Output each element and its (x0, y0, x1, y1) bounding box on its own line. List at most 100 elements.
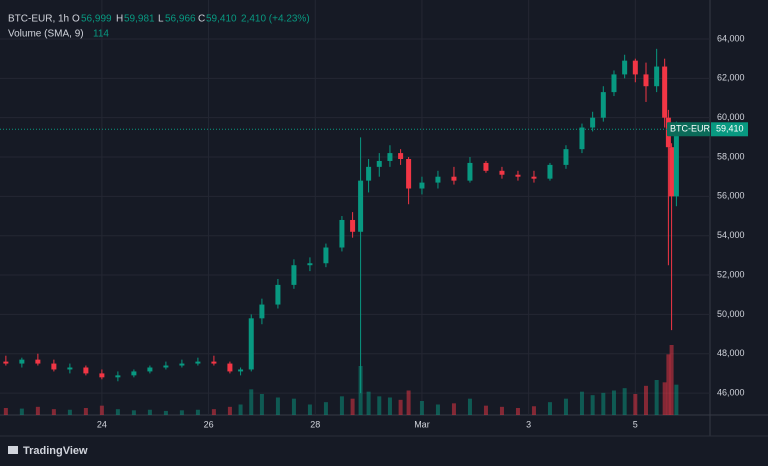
volume-bar (291, 398, 296, 415)
brand: TradingView (8, 445, 88, 457)
volume-bar (238, 404, 243, 415)
brand-name[interactable]: TradingView (23, 445, 88, 457)
volume-bar (366, 391, 371, 415)
volume-bar (35, 406, 40, 415)
candle-body (622, 60, 628, 75)
candle-body (248, 318, 254, 370)
volume-bar (259, 394, 264, 415)
volume-bar (419, 401, 424, 415)
y-tick-label: 60,000 (717, 112, 745, 122)
candle-body (419, 182, 425, 189)
candle-body (115, 375, 121, 378)
volume-label[interactable]: Volume (SMA, 9) (8, 29, 84, 40)
candle-body (467, 162, 473, 181)
volume-bar (275, 397, 280, 415)
candle-body (547, 164, 553, 179)
volume-bar (547, 402, 552, 415)
candle-body (499, 170, 505, 175)
candle-body (483, 162, 489, 171)
volume-bar (307, 404, 312, 415)
volume-bar (563, 398, 568, 415)
x-tick-label: Mar (414, 419, 430, 429)
volume-bar (622, 388, 627, 415)
x-tick-label: 5 (633, 419, 638, 429)
candle-body (83, 367, 89, 374)
x-tick-label: 26 (204, 419, 214, 429)
candle-body (451, 176, 457, 181)
volume-bar (499, 406, 504, 415)
candle-body (435, 176, 441, 183)
candle-body (275, 284, 281, 305)
candle-body (406, 158, 412, 189)
candle-body (323, 247, 329, 264)
volume-bar (654, 380, 659, 415)
candle-body (376, 160, 382, 167)
candle-body (350, 219, 356, 232)
candle-body (563, 149, 569, 165)
last-price-box (711, 122, 748, 137)
candle-body (19, 359, 25, 364)
candle-body (163, 365, 169, 368)
candle-body (358, 180, 364, 232)
volume-bar (377, 396, 382, 415)
x-tick-label: 28 (310, 419, 320, 429)
volume-bar (666, 354, 671, 415)
volume-bar (467, 398, 472, 415)
y-tick-label: 46,000 (717, 387, 745, 397)
y-tick-label: 48,000 (717, 348, 745, 358)
volume-bar (515, 408, 520, 415)
candle-body (398, 153, 404, 159)
high-value: 59,981 (124, 14, 155, 25)
volume-bar (179, 410, 184, 415)
volume-bar (579, 391, 584, 415)
candle-body (51, 363, 57, 370)
candle-body (307, 263, 313, 266)
volume-bar (611, 390, 616, 415)
symbol[interactable]: BTC-EUR, 1h (8, 14, 69, 25)
volume-bar (83, 408, 88, 415)
candle-body (632, 60, 638, 75)
y-tick-label: 50,000 (717, 309, 745, 319)
volume-bar (131, 410, 136, 415)
volume-bar (3, 408, 8, 415)
last-price-symbol: BTC-EUR (670, 124, 710, 134)
volume-bar (451, 403, 456, 415)
close-value: 59,410 (206, 14, 237, 25)
candle-body (669, 147, 675, 197)
last-price-label: 59,410 (716, 124, 744, 134)
volume-bar (51, 409, 56, 415)
candle-body (600, 92, 606, 118)
volume-bar (643, 385, 648, 415)
candle-body (579, 127, 585, 150)
volume-bar (115, 409, 120, 415)
change: 2,410 (+4.23%) (241, 14, 310, 25)
volume-bar (211, 409, 216, 415)
x-tick-label: 3 (526, 419, 531, 429)
y-tick-label: 58,000 (717, 151, 745, 161)
y-tick-label: 52,000 (717, 269, 745, 279)
candle-body (531, 176, 537, 179)
volume-bar (483, 405, 488, 415)
volume-bar (195, 409, 200, 415)
volume-bar (662, 382, 667, 415)
candle-body (654, 66, 660, 87)
volume-bar (227, 406, 232, 415)
volume-bar (339, 396, 344, 415)
candle-body (227, 363, 233, 372)
volume-bar (531, 406, 536, 415)
volume-bar (163, 410, 168, 415)
low-label: L (158, 14, 164, 25)
volume-bar (147, 409, 152, 415)
volume-bar (398, 399, 403, 415)
y-tick-label: 54,000 (717, 230, 745, 240)
candle-body (611, 74, 617, 93)
candle-body (291, 265, 297, 285)
volume-bar (350, 398, 355, 415)
volume-bar (387, 397, 392, 415)
candle-body (366, 166, 372, 181)
candle-body (259, 304, 265, 319)
brand-logo (8, 446, 18, 454)
y-tick-label: 56,000 (717, 191, 745, 201)
last-price-symbol-box (667, 122, 710, 137)
